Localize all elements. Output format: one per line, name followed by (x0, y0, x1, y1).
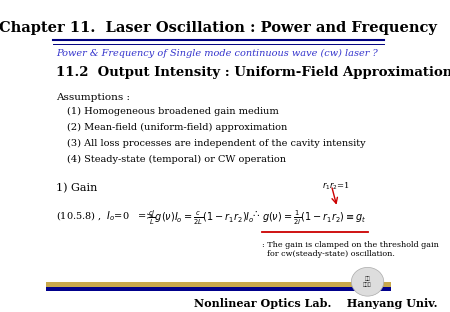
Text: (3) All loss processes are independent of the cavity intensity: (3) All loss processes are independent o… (67, 139, 365, 148)
Text: 1) Gain: 1) Gain (56, 183, 98, 193)
Text: Assumptions :: Assumptions : (56, 93, 130, 102)
Text: $r_1r_2$=1: $r_1r_2$=1 (322, 180, 350, 192)
Bar (46, 287, 391, 291)
Text: (10.5.8) ,  $I_o$=0   =>: (10.5.8) , $I_o$=0 => (56, 209, 155, 223)
Bar (46, 282, 391, 291)
Text: 11.2  Output Intensity : Uniform-Field Approximation: 11.2 Output Intensity : Uniform-Field Ap… (56, 66, 450, 79)
Text: (4) Steady-state (temporal) or CW operation: (4) Steady-state (temporal) or CW operat… (67, 154, 286, 163)
Text: Power & Frequency of Single mode continuous wave (cw) laser ?: Power & Frequency of Single mode continu… (56, 49, 378, 58)
Text: Nonlinear Optics Lab.    Hanyang Univ.: Nonlinear Optics Lab. Hanyang Univ. (194, 298, 438, 309)
Text: $g(\nu)=\frac{1}{2l}(1-r_1r_2)\equiv g_t$: $g(\nu)=\frac{1}{2l}(1-r_1r_2)\equiv g_t… (262, 209, 367, 227)
Text: (1) Homogeneous broadened gain medium: (1) Homogeneous broadened gain medium (67, 107, 279, 116)
Text: Chapter 11.  Laser Oscillation : Power and Frequency: Chapter 11. Laser Oscillation : Power an… (0, 21, 437, 35)
Text: $\therefore$: $\therefore$ (250, 209, 260, 218)
Text: $\frac{cl}{L}g(\nu)I_o = \frac{c}{2L}(1-r_1r_2)I_o$: $\frac{cl}{L}g(\nu)I_o = \frac{c}{2L}(1-… (148, 209, 254, 227)
Text: (2) Mean-field (uniform-field) approximation: (2) Mean-field (uniform-field) approxima… (67, 123, 287, 132)
Text: 한양
대학교: 한양 대학교 (363, 276, 372, 287)
Circle shape (351, 267, 384, 296)
Text: : The gain is clamped on the threshold gain
  for cw(steady-state) oscillation.: : The gain is clamped on the threshold g… (262, 241, 439, 258)
